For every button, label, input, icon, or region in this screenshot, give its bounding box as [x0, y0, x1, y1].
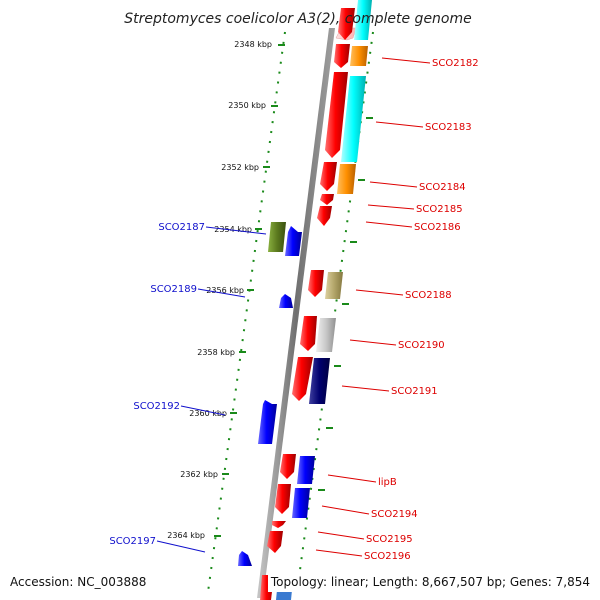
chromosome-spine — [257, 28, 335, 598]
gene-arrow[interactable] — [275, 484, 291, 514]
footer-background-left — [6, 572, 148, 592]
gene-label[interactable]: SCO2189 — [150, 284, 197, 295]
right-gene-labels: SCO2182 SCO2183 SCO2184 SCO2185 SCO2186 … — [364, 58, 479, 562]
kbp-label: 2356 kbp — [206, 286, 244, 295]
right-callouts — [315, 57, 431, 557]
gene-label[interactable]: SCO2188 — [405, 290, 452, 301]
right-dotted-guide — [296, 31, 374, 593]
kbp-label: 2364 kbp — [167, 531, 205, 540]
gene-label[interactable]: SCO2185 — [416, 204, 463, 215]
feature-bar-cyan[interactable] — [341, 76, 366, 162]
gene-arrow[interactable] — [280, 454, 296, 479]
feature-bar-blue[interactable] — [297, 456, 315, 484]
feature-bar-cyan[interactable] — [354, 0, 372, 40]
gene-arrow[interactable] — [300, 316, 317, 351]
gene-arrow[interactable] — [267, 531, 283, 553]
gene-label[interactable]: SCO2186 — [414, 222, 461, 233]
footer-background-right — [268, 572, 594, 592]
gene-label[interactable]: SCO2194 — [371, 509, 418, 520]
feature-bar-orange[interactable] — [337, 164, 356, 194]
kbp-label: 2362 kbp — [180, 470, 218, 479]
gene-arrow[interactable] — [320, 162, 337, 191]
gene-arrow-reverse[interactable] — [238, 551, 252, 566]
feature-bar-olive[interactable] — [268, 222, 286, 252]
left-dotted-guide — [207, 31, 286, 593]
gene-arrow[interactable] — [272, 521, 286, 528]
feature-bars — [276, 0, 372, 600]
gene-arrow-reverse[interactable] — [279, 294, 293, 308]
gene-arrow[interactable] — [292, 357, 313, 401]
feature-bar-gray[interactable] — [316, 318, 336, 352]
kbp-labels: 2348 kbp 2350 kbp 2352 kbp 2354 kbp 2356… — [167, 40, 272, 540]
gene-arrow-reverse[interactable] — [258, 400, 277, 444]
gene-arrow[interactable] — [334, 44, 350, 68]
kbp-label: 2350 kbp — [228, 101, 266, 110]
gene-arrow-reverse[interactable] — [285, 226, 302, 256]
gene-label[interactable]: SCO2183 — [425, 122, 472, 133]
left-callouts — [156, 226, 267, 553]
gene-arrow[interactable] — [308, 270, 324, 297]
gene-label[interactable]: SCO2184 — [419, 182, 466, 193]
kbp-label: 2358 kbp — [197, 348, 235, 357]
gene-label[interactable]: SCO2195 — [366, 534, 413, 545]
forward-genes — [260, 8, 355, 600]
topology-text: Topology: linear; Length: 8,667,507 bp; … — [270, 575, 590, 589]
reverse-genes — [238, 222, 302, 566]
gene-label[interactable]: SCO2187 — [158, 222, 205, 233]
feature-bar-blue[interactable] — [292, 488, 310, 518]
gene-label[interactable]: SCO2190 — [398, 340, 445, 351]
gene-label[interactable]: SCO2182 — [432, 58, 479, 69]
left-gene-labels: SCO2187 SCO2189 SCO2192 SCO2197 — [109, 222, 205, 547]
gene-arrow[interactable] — [317, 206, 332, 226]
gene-label[interactable]: SCO2192 — [133, 401, 180, 412]
gene-arrow[interactable] — [338, 8, 355, 40]
feature-bar-khaki[interactable] — [325, 272, 343, 299]
gene-label[interactable]: lipB — [378, 477, 397, 488]
gene-label[interactable]: SCO2191 — [391, 386, 438, 397]
gene-label[interactable]: SCO2196 — [364, 551, 411, 562]
feature-bar-blue-partial[interactable] — [276, 590, 292, 600]
map-title: Streptomyces coelicolor A3(2), complete … — [124, 11, 472, 27]
kbp-ticks — [214, 44, 373, 537]
feature-bar-orange[interactable] — [350, 46, 368, 66]
gene-arrow[interactable] — [325, 72, 348, 158]
feature-bar-navy[interactable] — [309, 358, 330, 404]
kbp-label: 2360 kbp — [189, 409, 227, 418]
gene-label[interactable]: SCO2197 — [109, 536, 156, 547]
gene-arrow[interactable] — [320, 194, 334, 205]
kbp-label: 2354 kbp — [214, 225, 252, 234]
kbp-label: 2352 kbp — [221, 163, 259, 172]
kbp-label: 2348 kbp — [234, 40, 272, 49]
accession-text: Accession: NC_003888 — [10, 575, 146, 589]
